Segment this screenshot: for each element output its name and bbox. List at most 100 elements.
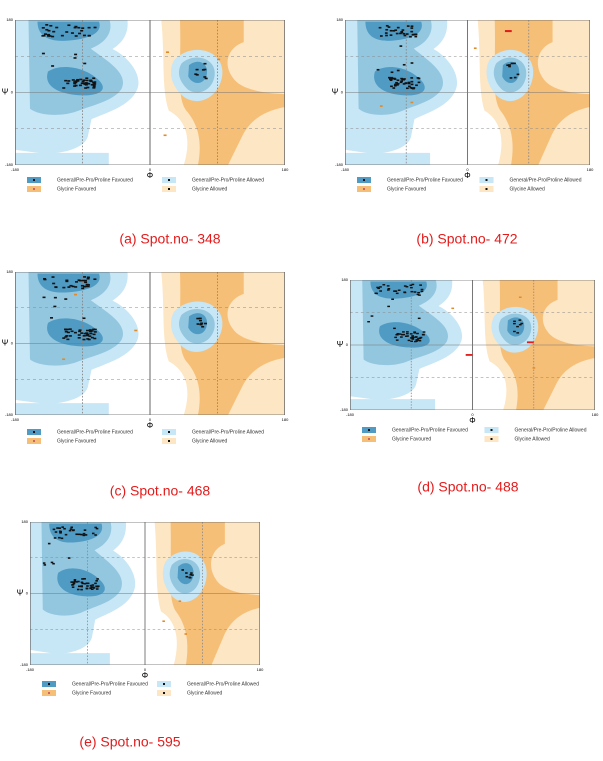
residue-dot xyxy=(386,289,390,291)
residue-dot xyxy=(78,330,82,333)
residue-dot xyxy=(396,26,400,29)
residue-dot xyxy=(204,322,208,325)
residue-dot xyxy=(399,81,403,84)
region xyxy=(350,399,436,410)
residue-dot xyxy=(92,77,96,80)
residue-dot xyxy=(83,62,87,65)
residue-dot xyxy=(513,322,516,325)
residue-dot xyxy=(82,534,86,537)
residue-dot xyxy=(67,557,71,559)
residue-dot xyxy=(64,336,68,338)
x-tick-label: 0 xyxy=(149,167,152,172)
residue-dot xyxy=(64,328,68,331)
region xyxy=(30,653,110,665)
residue-dot xyxy=(196,323,200,325)
x-tick-label: 0 xyxy=(149,417,152,422)
residue-dot xyxy=(76,78,80,81)
residue-dot xyxy=(89,587,92,590)
legend-label: Glycine Allowed xyxy=(192,438,228,444)
ramachandran-panel: -180-180 0 0 180 180 Φ Ψ General/Pre-Pro/Prolin… xyxy=(332,17,594,247)
residue-dot xyxy=(376,286,380,289)
glycine-dot xyxy=(532,367,536,369)
residue-dot xyxy=(203,76,207,78)
residue-dot xyxy=(403,34,407,37)
residue-dot xyxy=(418,294,421,296)
plot-area xyxy=(350,280,595,410)
residue-dot xyxy=(86,333,90,336)
residue-dot xyxy=(42,296,46,299)
x-tick-label: 180 xyxy=(587,167,594,172)
residue-dot xyxy=(66,338,70,341)
residue-dot xyxy=(513,320,516,323)
legend-dot xyxy=(368,438,370,440)
residue-dot xyxy=(410,286,413,289)
residue-dot xyxy=(516,73,520,76)
residue-dot xyxy=(52,528,56,531)
residue-dot xyxy=(410,25,414,28)
residue-dot xyxy=(83,529,87,531)
residue-dot xyxy=(203,62,207,65)
residue-dot xyxy=(83,582,87,585)
residue-dot xyxy=(81,287,85,290)
residue-dot xyxy=(65,280,69,283)
residue-dot xyxy=(204,77,208,80)
residue-dot xyxy=(417,291,420,294)
residue-dot xyxy=(402,83,406,85)
residue-dot xyxy=(390,85,393,88)
residue-dot xyxy=(74,281,78,283)
glycine-dot xyxy=(184,633,188,635)
x-axis-label: Φ xyxy=(147,421,153,430)
residue-dot xyxy=(80,585,84,588)
residue-dot xyxy=(400,77,403,80)
residue-dot xyxy=(70,330,74,333)
residue-dot xyxy=(42,34,46,37)
residue-dot xyxy=(54,286,58,289)
residue-dot xyxy=(73,580,77,583)
legend-dot xyxy=(490,429,493,431)
residue-dot xyxy=(66,82,70,85)
residue-dot xyxy=(81,27,85,29)
residue-dot xyxy=(396,332,400,335)
residue-dot xyxy=(68,529,72,532)
residue-dot xyxy=(370,315,374,317)
residue-dot xyxy=(393,327,396,330)
residue-dot xyxy=(506,64,510,67)
x-tick-label: 0 xyxy=(471,412,474,417)
residue-dot xyxy=(198,319,202,322)
residue-dot xyxy=(394,336,398,339)
residue-dot xyxy=(68,328,72,330)
x-tick-label: -180 xyxy=(11,417,20,422)
residue-dot xyxy=(83,82,87,85)
residue-dot xyxy=(520,322,524,325)
residue-dot xyxy=(400,336,403,338)
residue-dot xyxy=(77,336,81,339)
residue-dot xyxy=(417,81,421,84)
residue-dot xyxy=(86,86,90,89)
glycine-dot xyxy=(62,358,66,361)
residue-dot xyxy=(394,83,397,86)
residue-dot xyxy=(392,77,396,80)
residue-dot xyxy=(41,52,45,55)
y-tick-label: 180 xyxy=(336,17,343,22)
residue-dot xyxy=(78,84,82,87)
residue-dot xyxy=(385,28,389,31)
residue-dot xyxy=(86,276,90,279)
residue-dot xyxy=(399,45,403,47)
residue-dot xyxy=(516,332,520,334)
residue-dot xyxy=(75,581,78,583)
residue-dot xyxy=(73,26,77,29)
residue-dot xyxy=(53,537,57,539)
glycine-dot xyxy=(410,101,414,104)
residue-dot xyxy=(66,328,70,331)
residue-dot xyxy=(422,334,425,336)
x-tick-label: -180 xyxy=(11,167,20,172)
residue-dot xyxy=(518,319,522,321)
legend-label: General/Pre-Pro/Proline Favoured xyxy=(57,177,133,183)
residue-dot xyxy=(73,81,77,83)
glycine-dot xyxy=(134,329,138,332)
residue-dot xyxy=(409,86,413,89)
glycine-dot xyxy=(518,296,522,298)
residue-dot xyxy=(374,292,378,294)
x-tick-label: -180 xyxy=(346,412,355,417)
legend-label: General/Pre-Pro/Proline Allowed xyxy=(510,177,582,183)
